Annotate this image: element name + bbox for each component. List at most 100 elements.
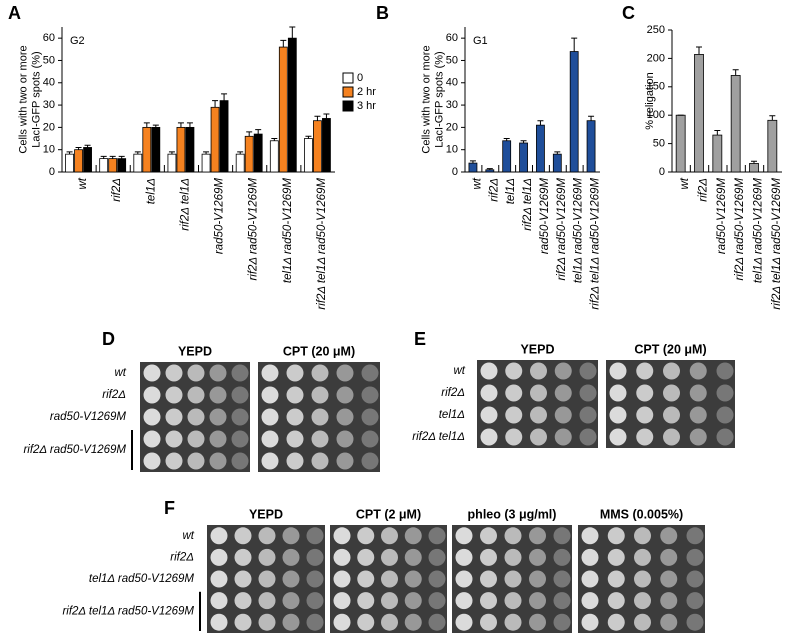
bar: [730, 75, 741, 173]
bar: [485, 169, 495, 173]
colony-spot: [311, 364, 329, 382]
colony-spot: [231, 386, 249, 404]
colony-spot: [636, 362, 654, 380]
colony-spot: [455, 592, 473, 610]
colony-spot: [529, 527, 546, 545]
y-tick-label: 150: [647, 81, 665, 93]
bar: [675, 114, 686, 173]
error-bar: [314, 115, 321, 121]
x-tick-label: rif2Δ: [111, 178, 123, 202]
colony-spot: [455, 570, 473, 588]
colony-spot: [455, 527, 473, 545]
colony-spot: [234, 548, 252, 566]
error-bar: [143, 122, 150, 128]
colony-spot: [187, 364, 205, 382]
colony-spot: [581, 570, 599, 588]
strain-label: tel1Δ rad50-V1269M: [89, 573, 195, 585]
colony-spot: [282, 592, 300, 610]
bar: [519, 142, 528, 173]
y-tick-label: 50: [43, 54, 55, 66]
bar: [65, 153, 74, 173]
colony-spot: [336, 430, 354, 448]
colony-spot: [209, 430, 227, 448]
strain-label: rad50-V1269M: [50, 411, 126, 423]
colony-spot: [504, 548, 522, 566]
colony-spot: [529, 613, 546, 631]
y-tick-label: 0: [659, 166, 665, 178]
bar: [117, 158, 127, 173]
colony-spot: [258, 592, 276, 610]
colony-spot: [210, 613, 228, 631]
colony-spot: [143, 452, 161, 470]
error-bar: [168, 151, 175, 155]
panel-label: A: [8, 3, 21, 23]
colony-spot: [504, 570, 522, 588]
error-bar: [588, 115, 595, 121]
colony-spot: [689, 362, 707, 380]
colony-spot: [357, 570, 375, 588]
error-bar: [75, 146, 82, 150]
colony-spot: [282, 527, 300, 545]
colony-spot: [306, 570, 324, 588]
colony-spot: [609, 406, 627, 424]
error-bar: [134, 151, 141, 155]
error-bar: [486, 168, 493, 170]
x-tick-label: tel1Δ: [145, 178, 157, 204]
colony-spot: [258, 527, 276, 545]
strain-label: rif2Δ: [170, 551, 194, 563]
colony-spot: [686, 548, 704, 566]
condition-header: YEPD: [249, 507, 283, 521]
strain-label: rif2Δ rad50-V1269M: [23, 444, 126, 456]
condition-header: CPT (20 μM): [283, 344, 355, 358]
colony-spot: [357, 548, 375, 566]
colony-spot: [210, 548, 228, 566]
colony-spot: [234, 613, 252, 631]
bar: [322, 118, 331, 173]
colony-spot: [607, 527, 625, 545]
colony-spot: [286, 452, 304, 470]
colony-spot: [333, 613, 351, 631]
colony-spot: [286, 364, 304, 382]
error-bar: [177, 122, 184, 128]
colony-spot: [381, 592, 398, 610]
error-bar: [221, 93, 228, 101]
error-bar: [271, 138, 278, 141]
bar: [712, 134, 723, 173]
error-bar: [84, 144, 91, 148]
colony-spot: [361, 408, 379, 426]
y-tick-label: 100: [647, 109, 665, 121]
colony-spot: [333, 548, 351, 566]
bar: [536, 124, 545, 173]
x-tick-label: tel1Δ rad50-V1269M: [753, 178, 765, 284]
y-tick-label: 60: [43, 32, 55, 44]
colony-spot: [361, 452, 379, 470]
bar: [151, 126, 161, 173]
error-bar: [305, 135, 312, 139]
colony-spot: [258, 613, 276, 631]
colony-spot: [333, 570, 351, 588]
colony-spot: [529, 548, 546, 566]
y-tick-label: 250: [647, 24, 665, 36]
colony-spot: [336, 452, 354, 470]
colony-spot: [231, 452, 249, 470]
colony-spot: [553, 613, 571, 631]
colony-spot: [660, 613, 678, 631]
colony-spot: [306, 548, 324, 566]
error-bar: [751, 160, 757, 164]
strain-label: rif2Δ tel1Δ: [412, 431, 465, 443]
error-bar: [503, 138, 510, 141]
colony-spot: [209, 386, 227, 404]
colony-spot: [258, 548, 276, 566]
colony-spot: [404, 592, 422, 610]
colony-spot: [404, 613, 422, 631]
error-bar: [469, 160, 476, 164]
colony-spot: [187, 408, 205, 426]
y-tick-label: 10: [43, 144, 55, 156]
x-tick-label: wt: [679, 177, 691, 189]
colony-spot: [530, 362, 547, 380]
colony-spot: [165, 386, 183, 404]
colony-spot: [686, 527, 704, 545]
panel-label: E: [414, 329, 426, 349]
colony-spot: [529, 592, 546, 610]
